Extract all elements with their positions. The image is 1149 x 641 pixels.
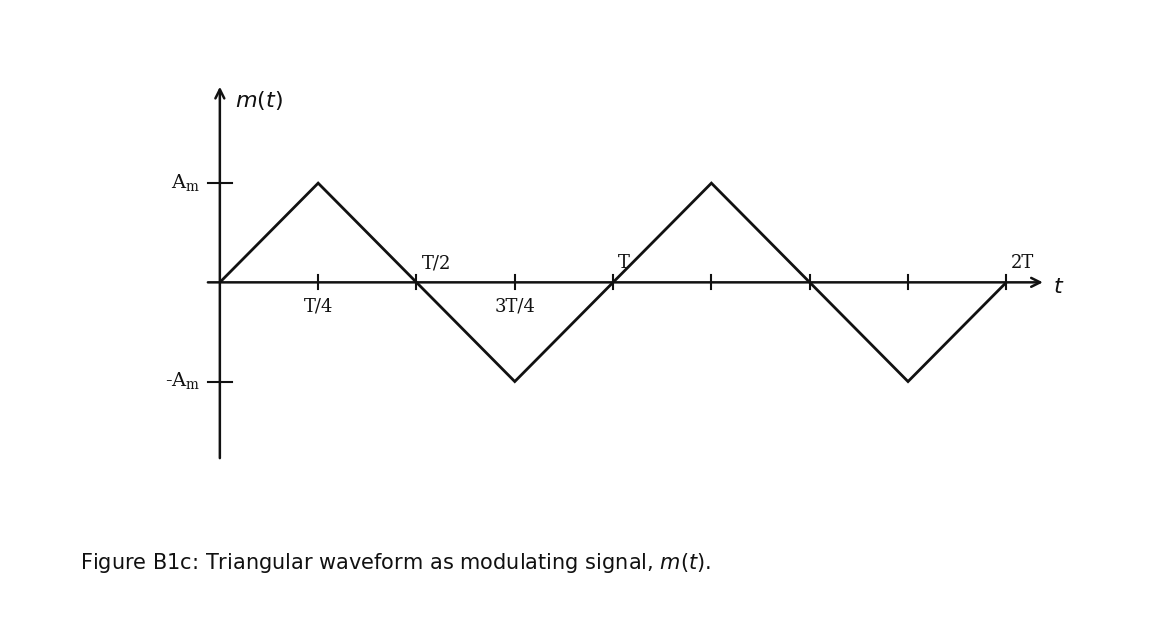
Text: $m(t)$: $m(t)$ [234, 89, 283, 112]
Text: A$_\mathregular{m}$: A$_\mathregular{m}$ [171, 172, 200, 194]
Text: T: T [618, 254, 630, 272]
Text: $t$: $t$ [1052, 276, 1064, 298]
Text: T/4: T/4 [303, 297, 333, 315]
Text: 2T: 2T [1011, 254, 1034, 272]
Text: -A$_\mathregular{m}$: -A$_\mathregular{m}$ [164, 371, 200, 392]
Text: 3T/4: 3T/4 [494, 297, 535, 315]
Text: Figure B1c: Triangular waveform as modulating signal, $m(t)$.: Figure B1c: Triangular waveform as modul… [80, 551, 711, 575]
Text: T/2: T/2 [422, 254, 450, 272]
